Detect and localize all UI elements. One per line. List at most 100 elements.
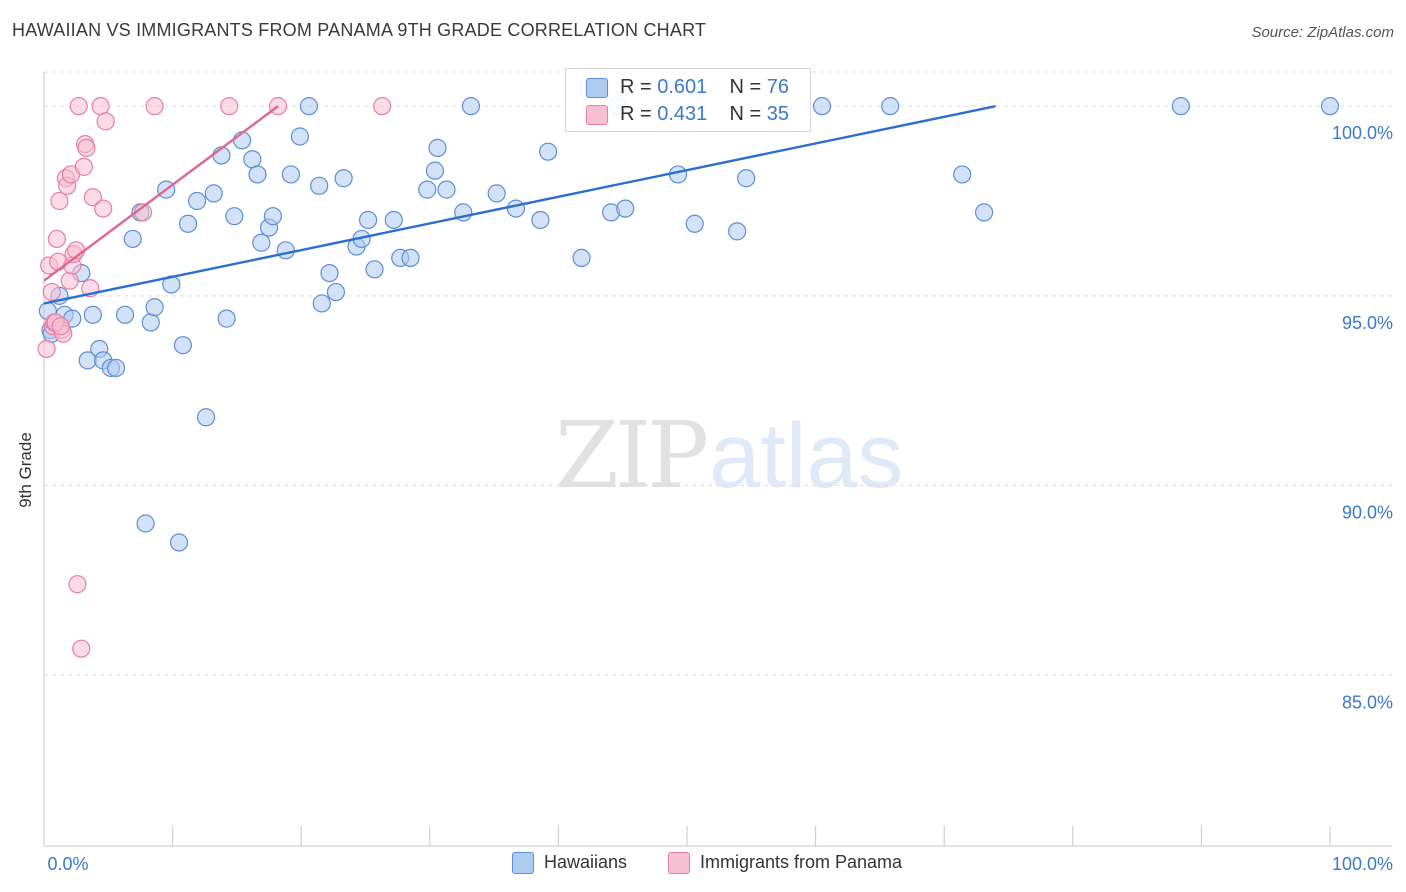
panama-point: [74, 157, 93, 176]
x-tick-label-max: 100.0%: [1332, 854, 1393, 874]
panama-point: [50, 191, 69, 211]
hawaiian-point: [728, 222, 747, 241]
hawaiian-point: [136, 514, 155, 533]
trend-lines: [43, 104, 996, 305]
hawaiian-point: [401, 248, 420, 268]
hawaiian-point: [106, 358, 126, 378]
panama-point: [68, 575, 87, 594]
hawaiian-point: [974, 203, 994, 222]
panama-trend-line: [43, 105, 279, 282]
watermark-atlas: atlas: [709, 405, 904, 507]
panama-point: [220, 97, 239, 116]
hawaiian-point: [1171, 97, 1190, 116]
panama-swatch: [586, 105, 608, 125]
hawaiian-point: [418, 180, 437, 199]
hawaiians-swatch: [586, 78, 608, 98]
hawaiian-point: [358, 210, 378, 230]
hawaiian-point: [281, 165, 301, 184]
panama-n-value: 35: [766, 103, 790, 125]
hawaiians-r-value: 0.601: [657, 76, 708, 98]
hawaiian-point: [737, 169, 756, 188]
panama-point: [373, 97, 392, 116]
source-label: Source: ZipAtlas.com: [1251, 24, 1394, 41]
panama-point: [91, 97, 110, 116]
hawaiian-point: [248, 165, 267, 184]
stats-legend: R = 0.601 N = 76 R = 0.431 N = 35: [565, 68, 811, 132]
hawaiian-point: [616, 199, 635, 218]
panama-point: [69, 97, 88, 116]
legend-panama-swatch: [668, 852, 690, 874]
watermark-zip: ZIP: [555, 402, 709, 509]
hawaiian-point: [320, 263, 339, 283]
hawaiian-point: [572, 248, 591, 268]
hawaiian-point: [243, 150, 262, 169]
hawaiian-point: [487, 184, 506, 203]
panama-point: [51, 317, 70, 336]
hawaiian-point: [685, 214, 704, 233]
hawaiian-point: [276, 241, 295, 260]
panama-point: [60, 271, 79, 290]
hawaiian-point: [425, 161, 445, 180]
hawaiian-point: [173, 336, 192, 355]
tick-labels: 85.0% 90.0% 95.0% 100.0% 0.0% 100.0%: [47, 123, 1393, 874]
panama-point: [96, 112, 115, 131]
hawaiian-point: [123, 229, 142, 249]
hawaiian-point: [141, 313, 160, 332]
axes: [43, 72, 1392, 847]
hawaiian-point: [299, 97, 319, 116]
hawaiian-point: [252, 233, 271, 252]
hawaiian-point: [461, 97, 481, 116]
panama-point: [83, 188, 102, 207]
y-axis-label: 9th Grade: [16, 432, 35, 508]
hawaiian-point: [204, 184, 223, 203]
hawaiian-point: [83, 305, 102, 324]
hawaiian-point: [310, 176, 329, 195]
hawaiian-point: [187, 191, 207, 211]
legend-hawaiians-label: Hawaiians: [544, 852, 628, 872]
hawaiian-point: [290, 127, 310, 146]
panama-point: [47, 229, 66, 249]
x-tick-label-min: 0.0%: [47, 854, 88, 874]
watermark: ZIPatlas: [555, 402, 904, 509]
legend-panama-label: Immigrants from Panama: [700, 852, 903, 872]
panama-point: [72, 639, 91, 658]
hawaiian-point: [196, 408, 216, 427]
hawaiian-point: [506, 199, 526, 218]
panama-r-value: 0.431: [657, 103, 708, 125]
hawaiian-point: [881, 97, 900, 116]
hawaiian-point: [539, 142, 558, 161]
hawaiian-point: [334, 169, 353, 188]
chart-title: HAWAIIAN VS IMMIGRANTS FROM PANAMA 9TH G…: [12, 20, 707, 40]
hawaiian-point: [437, 180, 456, 199]
panama-point: [94, 199, 113, 218]
hawaiian-point: [312, 294, 331, 313]
y-tick-label: 90.0%: [1342, 503, 1393, 523]
hawaiians-trend-line: [43, 104, 996, 305]
y-tick-label: 100.0%: [1332, 123, 1393, 143]
hawaiian-point: [384, 210, 403, 230]
hawaiian-point: [178, 214, 198, 233]
hawaiian-point: [263, 207, 283, 226]
hawaiian-point: [428, 138, 447, 157]
panama-point: [37, 339, 56, 359]
hawaiian-point: [1320, 97, 1340, 116]
hawaiian-point: [365, 260, 384, 279]
data-points: [37, 97, 1340, 658]
hawaiian-point: [225, 207, 244, 226]
hawaiians-n-value: 76: [766, 76, 790, 98]
hawaiian-point: [169, 533, 189, 552]
panama-point: [145, 97, 164, 116]
hawaiian-point: [145, 298, 164, 317]
y-tick-label: 95.0%: [1342, 313, 1393, 333]
hawaiian-point: [953, 165, 972, 184]
y-tick-label: 85.0%: [1342, 692, 1393, 712]
hawaiian-point: [115, 305, 135, 324]
hawaiian-point: [531, 210, 550, 230]
hawaiian-point: [217, 309, 236, 328]
hawaiian-point: [326, 282, 346, 302]
panama-point: [42, 282, 61, 302]
legend-hawaiians-swatch: [512, 852, 534, 874]
hawaiian-point: [812, 97, 832, 116]
panama-point: [77, 138, 96, 157]
